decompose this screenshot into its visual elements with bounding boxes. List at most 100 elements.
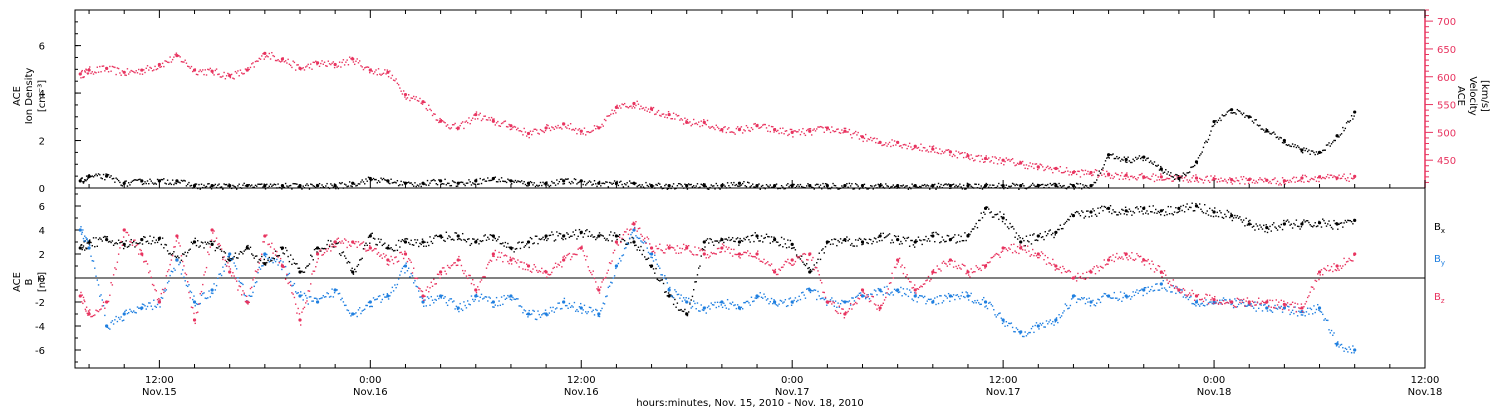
bx-scatter-dot (1126, 213, 1128, 216)
ion-density-scatter-dot (385, 179, 387, 182)
bx-scatter-dot (488, 238, 490, 240)
bx-scatter-dot (681, 310, 684, 312)
bz-scatter-dot (473, 283, 475, 286)
by-scatter-dot (197, 303, 199, 306)
by-scatter-dot (882, 294, 884, 296)
bx-scatter-dot (215, 247, 218, 249)
by-scatter-dot (483, 297, 485, 299)
bx-scatter-dot (1334, 222, 1336, 225)
velocity-scatter-dot (1304, 174, 1306, 177)
by-scatter-dot (413, 282, 415, 284)
ion-density-scatter-dot (574, 178, 577, 181)
by-scatter-dot (720, 304, 723, 306)
by-series (78, 226, 1357, 354)
bx-scatter-dot (477, 238, 479, 241)
ion-density-scatter-dot (986, 183, 989, 186)
bx-scatter-dot (1093, 210, 1095, 212)
by-scatter-dot (657, 265, 660, 267)
by-scatter-dot (359, 307, 361, 309)
ion-density-scatter-dot (797, 183, 799, 186)
by-scatter-dot (219, 273, 222, 275)
by-scatter-dot (262, 264, 264, 267)
bx-scatter-dot (88, 243, 90, 245)
ion-density-series (78, 108, 1357, 190)
bz-scatter-dot (441, 267, 444, 269)
by-scatter-dot (813, 289, 815, 291)
velocity-scatter-dot (1074, 171, 1077, 173)
by-point (474, 294, 478, 298)
by-scatter-dot (549, 306, 552, 309)
ion-density-point (843, 184, 847, 188)
bx-scatter-dot (362, 248, 365, 250)
bx-scatter-dot (1116, 214, 1118, 216)
bz-scatter-dot (554, 262, 557, 265)
bx-scatter-dot (622, 238, 625, 241)
by-scatter-dot (666, 282, 669, 284)
bx-scatter-dot (569, 235, 572, 237)
velocity-point (245, 68, 249, 72)
ion-density-scatter-dot (939, 185, 941, 188)
bx-scatter-dot (252, 254, 254, 257)
velocity-scatter-dot (949, 154, 951, 156)
ion-density-scatter-dot (927, 185, 930, 187)
ion-density-point (509, 179, 513, 183)
by-scatter-dot (1278, 306, 1280, 308)
velocity-scatter-dot (1246, 179, 1249, 181)
ion-density-scatter-dot (233, 185, 235, 188)
bz-scatter-dot (92, 314, 95, 317)
ion-density-scatter-dot (1295, 146, 1298, 149)
velocity-scatter-dot (230, 73, 233, 76)
bx-scatter-dot (1060, 227, 1063, 230)
velocity-point (1142, 175, 1146, 179)
bx-scatter-dot (1263, 224, 1265, 227)
velocity-scatter-dot (954, 155, 956, 157)
velocity-scatter-dot (930, 151, 932, 153)
velocity-scatter-dot (1293, 176, 1295, 178)
bx-scatter-dot (780, 236, 783, 239)
ion-density-scatter-dot (686, 188, 689, 190)
bx-scatter-dot (407, 241, 410, 244)
bx-scatter-dot (752, 234, 754, 236)
bz-scatter-dot (254, 270, 257, 272)
bx-scatter-dot (620, 240, 622, 243)
bz-scatter-dot (421, 290, 424, 293)
velocity-scatter-dot (1198, 177, 1201, 180)
bz-scatter-dot (210, 239, 213, 241)
bx-scatter-dot (1118, 211, 1121, 214)
bx-scatter-dot (170, 254, 173, 256)
bx-scatter-dot (144, 236, 146, 239)
velocity-scatter-dot (661, 113, 664, 115)
ion-density-scatter-dot (1018, 188, 1020, 190)
by-scatter-dot (876, 294, 878, 296)
ion-density-scatter-dot (410, 182, 412, 184)
by-scatter-dot (1068, 307, 1070, 309)
bx-scatter-dot (848, 238, 851, 240)
by-scatter-dot (1314, 311, 1316, 314)
ion-density-point (1282, 138, 1286, 143)
by-scatter-dot (1275, 307, 1277, 310)
velocity-scatter-dot (537, 132, 539, 135)
by-point (491, 300, 495, 304)
bx-scatter-dot (381, 244, 384, 247)
by-scatter-dot (1057, 321, 1059, 324)
by-scatter-dot (367, 301, 370, 304)
bx-scatter-dot (1042, 236, 1044, 238)
by-scatter-dot (97, 284, 100, 286)
by-scatter-dot (423, 305, 425, 307)
bx-scatter-dot (242, 253, 244, 255)
ion-density-scatter-dot (1173, 178, 1176, 181)
bz-scatter-dot (453, 262, 455, 264)
bz-scatter-dot (107, 300, 110, 303)
by-scatter-dot (252, 291, 254, 294)
ion-density-scatter-dot (1298, 146, 1300, 149)
bx-scatter-dot (1158, 211, 1161, 214)
velocity-scatter-dot (1226, 182, 1229, 184)
bx-scatter-dot (1229, 216, 1231, 219)
ion-density-scatter-dot (1333, 139, 1335, 142)
top-left-label-units: [cm⁻³] (37, 80, 48, 112)
velocity-scatter-dot (463, 127, 465, 130)
ion-density-scatter-dot (802, 186, 804, 188)
bz-scatter-dot (684, 249, 686, 251)
bz-scatter-dot (281, 263, 283, 265)
by-scatter-dot (974, 299, 976, 302)
